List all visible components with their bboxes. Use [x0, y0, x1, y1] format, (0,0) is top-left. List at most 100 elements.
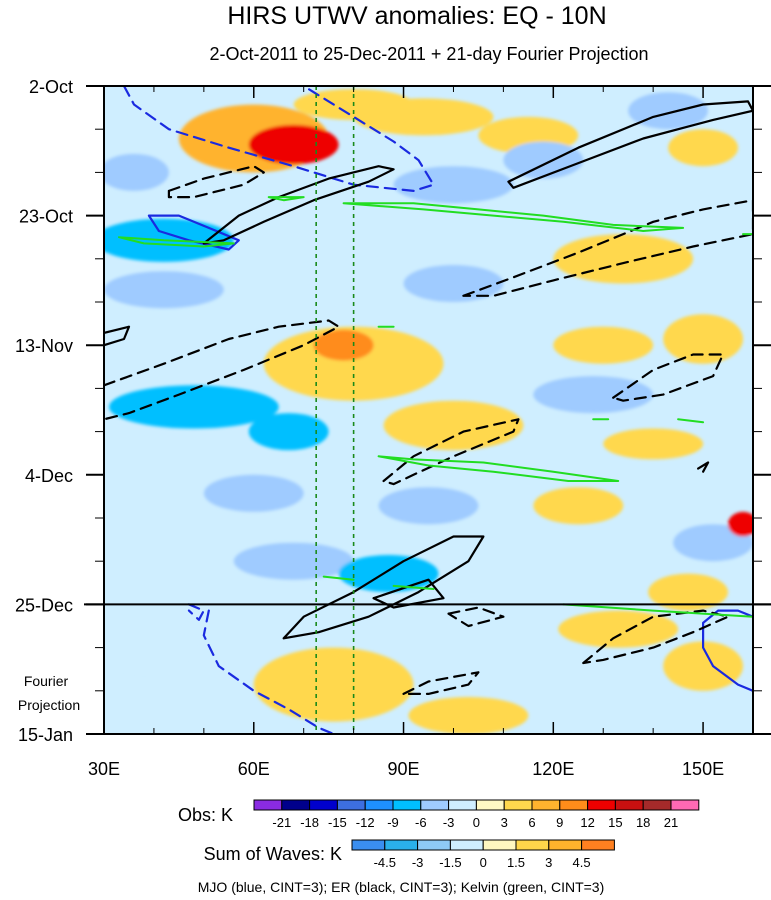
anomaly-blob [104, 271, 224, 309]
anomaly-blob [668, 129, 738, 167]
kelvin-contour-solid [377, 455, 620, 482]
er-contour-solid [104, 325, 131, 347]
obs-legend-swatch [587, 799, 616, 811]
waves-legend-swatch [482, 839, 517, 851]
footer-note: MJO (blue, CINT=3); ER (black, CINT=3); … [198, 879, 605, 895]
y-tick-label: 2-Oct [29, 77, 73, 97]
waves-legend-swatch [449, 839, 484, 851]
obs-legend-level-label: 18 [636, 815, 650, 830]
obs-legend-level-label: 12 [580, 815, 594, 830]
er-contour-dashed [462, 199, 753, 297]
anomaly-blob [203, 474, 304, 512]
kelvin-contour-solid [118, 236, 235, 248]
wave-contours [104, 86, 753, 734]
anomaly-blob [248, 413, 329, 451]
er-contour-solid [507, 100, 753, 189]
x-tick-label: 60E [238, 759, 270, 779]
projection-label-line-2: Projection [18, 697, 80, 713]
waves-legend-level-label: -4.5 [374, 855, 396, 870]
anomaly-blob [673, 524, 753, 562]
obs-legend-level-label: -12 [356, 815, 375, 830]
obs-legend-swatch [420, 799, 450, 811]
mjo-contour-solid [147, 214, 240, 251]
obs-legend-level-label: -15 [328, 815, 347, 830]
obs-legend-swatch [364, 799, 394, 811]
er-contour-dashed [382, 418, 520, 486]
waves-legend-level-label: -3 [412, 855, 424, 870]
obs-legend-label: Obs: K [178, 805, 233, 825]
obs-legend-swatch [253, 799, 283, 811]
axes: 30E 60E 90E 120E 150E 2-Oct 23-Oct 13-Nov 4-Dec 2… [15, 77, 771, 779]
obs-legend-level-label: -21 [272, 815, 291, 830]
obs-legend-swatch [614, 799, 644, 811]
er-contour-solid [282, 535, 485, 640]
obs-legend-level-label: -3 [443, 815, 455, 830]
waves-legend-swatch [515, 839, 550, 851]
y-tick-label: 13-Nov [15, 336, 73, 356]
y-tick-label: 4-Dec [25, 466, 73, 486]
anomaly-blob [663, 641, 743, 691]
x-tick-label: 30E [88, 759, 120, 779]
x-tick-label: 90E [388, 759, 420, 779]
anomaly-blob [233, 542, 354, 580]
chart-title: HIRS UTWV anomalies: EQ - 10N [227, 2, 606, 30]
chart-subtitle: 2-Oct-2011 to 25-Dec-2011 + 21-day Fouri… [209, 44, 648, 64]
anomaly-blob [408, 697, 529, 734]
anomaly-blob [104, 153, 169, 191]
obs-legend-level-label: 21 [664, 815, 678, 830]
obs-legend-swatch [448, 799, 477, 811]
mjo-contour-dashed [187, 603, 205, 621]
waves-legend-swatch [548, 839, 583, 851]
obs-legend-swatch [475, 799, 505, 811]
er-contour-dashed [402, 671, 480, 695]
reference-longitude-lines [315, 86, 355, 734]
waves-legend-level-label: -1.5 [439, 855, 461, 870]
anomaly-blob [338, 555, 439, 592]
waves-legend-swatch [384, 839, 419, 851]
anomaly-blob [663, 314, 743, 364]
anomaly-blob [403, 265, 504, 302]
er-contour-dashed [447, 606, 505, 628]
y-tick-label: 23-Oct [19, 207, 73, 227]
anomaly-blob [378, 487, 479, 525]
obs-legend-swatch [642, 799, 672, 811]
mjo-contour-solid [702, 609, 753, 692]
er-contour-solid [202, 165, 395, 245]
plot-frame [103, 85, 754, 735]
anomaly-blob [108, 385, 279, 429]
obs-legend-swatch [336, 799, 366, 811]
obs-legend-level-label: 9 [556, 815, 563, 830]
x-tick-label: 120E [532, 759, 574, 779]
obs-legend-level-label: -6 [415, 815, 427, 830]
anomaly-blob [648, 573, 728, 611]
waves-legend-level-label: 0 [480, 855, 487, 870]
waves-legend-level-label: 4.5 [573, 855, 591, 870]
anomaly-blob [263, 326, 444, 401]
anomaly-blob [383, 400, 524, 451]
x-tick-label: 150E [682, 759, 724, 779]
anomaly-blob [313, 329, 374, 361]
kelvin-contour-solid [392, 584, 435, 590]
waves-legend: Sum of Waves: K -4.5 -3 -1.5 0 1.5 3 4.5 [204, 839, 615, 870]
waves-legend-swatch [351, 839, 386, 851]
obs-legend-swatch [309, 799, 338, 811]
kelvin-contour-solid [267, 196, 305, 202]
kelvin-contour-solid [562, 603, 753, 618]
obs-legend-swatch [503, 799, 533, 811]
obs-legend-level-label: 3 [501, 815, 508, 830]
obs-legend-level-label: 15 [608, 815, 622, 830]
y-tick-label: 25-Dec [15, 595, 73, 615]
er-contour-dashed [104, 319, 340, 421]
anomaly-blob [533, 487, 624, 525]
plot-area [84, 85, 771, 735]
mjo-contour-dashed [202, 609, 335, 734]
obs-legend-swatch [281, 799, 311, 811]
er-contour-dashed [582, 609, 730, 665]
obs-legend-level-label: -18 [300, 815, 319, 830]
anomaly-blob [533, 376, 654, 414]
anomaly-blob [553, 326, 654, 364]
obs-legend-swatch [559, 799, 589, 811]
kelvin-contour-solid [677, 418, 705, 424]
anomaly-blob [104, 610, 194, 673]
